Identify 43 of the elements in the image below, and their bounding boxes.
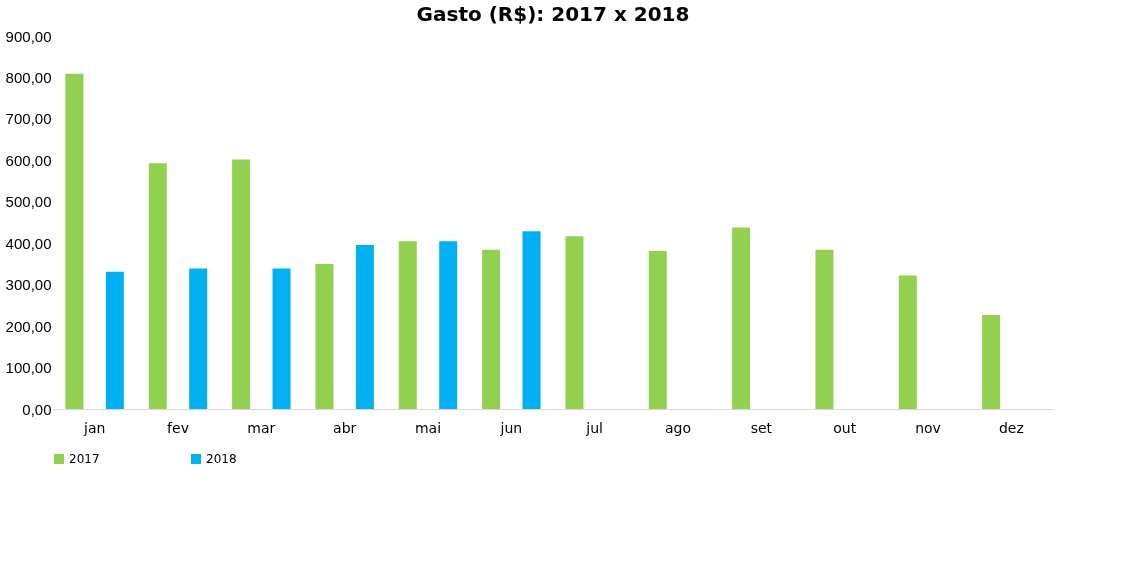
bar: [315, 263, 334, 409]
bar: [439, 241, 458, 409]
bar: [355, 244, 374, 409]
x-tick-label: abr: [333, 419, 357, 436]
y-tick-label: 100,00: [5, 359, 52, 377]
x-tick-label: set: [750, 419, 773, 436]
bar: [482, 249, 501, 409]
x-tick-label: out: [833, 419, 857, 436]
y-tick-label: 300,00: [5, 276, 52, 294]
x-tick-label: jul: [585, 419, 603, 436]
bar: [272, 268, 291, 409]
y-tick-label: 700,00: [5, 110, 52, 128]
x-tick-label: jun: [499, 419, 523, 436]
x-tick-label: mar: [247, 419, 276, 436]
y-tick-label: 800,00: [5, 68, 52, 86]
bar: [398, 241, 417, 409]
x-tick-label: ago: [664, 419, 692, 436]
bar: [648, 251, 667, 409]
bar: [898, 275, 917, 409]
y-tick-label: 400,00: [5, 234, 52, 252]
x-tick-label: mai: [414, 419, 442, 436]
bar: [522, 231, 541, 409]
x-tick-label: jan: [82, 419, 106, 436]
y-tick-label: 200,00: [5, 317, 52, 335]
y-tick-label: 0,00: [22, 400, 52, 418]
bar: [189, 268, 208, 409]
bar: [232, 159, 251, 409]
legend-label: 2018: [206, 452, 237, 466]
bar: [148, 163, 167, 409]
y-tick-label: 900,00: [5, 27, 52, 45]
x-tick-label: fev: [167, 419, 189, 436]
legend-label: 2017: [69, 452, 100, 466]
bar: [65, 73, 84, 409]
bar: [982, 314, 1001, 409]
bar: [565, 236, 584, 409]
bar: [732, 227, 751, 409]
bar: [815, 249, 834, 409]
chart-title: Gasto (R$): 2017 x 2018: [416, 2, 690, 26]
y-tick-label: 500,00: [5, 193, 52, 211]
y-tick-label: 600,00: [5, 151, 52, 169]
bar: [105, 271, 124, 409]
x-tick-label: dez: [998, 419, 1024, 436]
x-tick-label: nov: [915, 419, 941, 436]
